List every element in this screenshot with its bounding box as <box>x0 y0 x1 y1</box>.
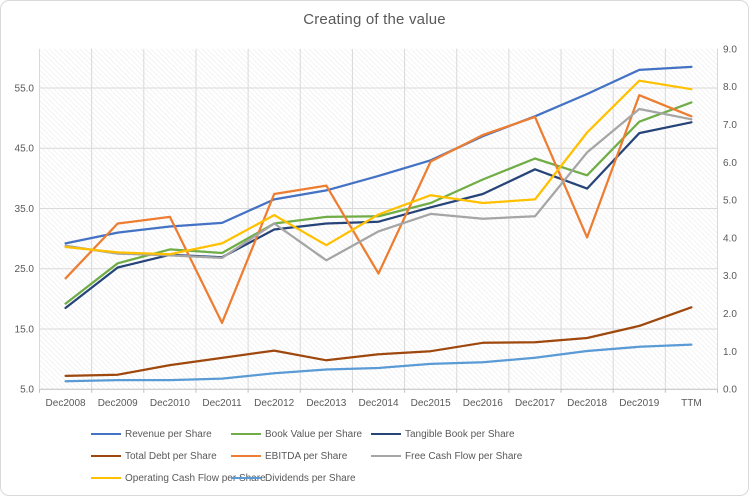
x-axis-category-label: Dec2011 <box>202 398 242 409</box>
x-axis-category-label: Dec2010 <box>150 398 190 409</box>
legend-item-book-value-per-share[interactable]: Book Value per Share <box>231 427 362 441</box>
legend-line-swatch <box>91 477 121 479</box>
x-axis-category-label: Dec2008 <box>46 398 86 409</box>
legend-item-label: Total Debt per Share <box>125 450 217 462</box>
series-line-total-debt-per-share[interactable] <box>64 306 693 378</box>
x-axis-category-label: TTM <box>681 398 702 409</box>
series-line-book-value-per-share[interactable] <box>64 101 693 305</box>
series-line-revenue-per-share[interactable] <box>64 65 693 245</box>
right-axis-tick-label: 2.0 <box>723 309 737 320</box>
x-axis-category-label: Dec2019 <box>619 398 659 409</box>
legend-line-swatch <box>371 455 401 457</box>
legend-item-total-debt-per-share[interactable]: Total Debt per Share <box>91 449 217 463</box>
x-axis-category-label: Dec2012 <box>254 398 294 409</box>
chart-title: Creating of the value <box>303 11 446 28</box>
legend-item-label: Dividends per Share <box>265 472 356 484</box>
right-axis-tick-label: 8.0 <box>723 82 737 93</box>
legend-item-label: Free Cash Flow per Share <box>405 450 523 462</box>
legend-item-operating-cash-flow-per-share[interactable]: Operating Cash Flow per Share <box>91 471 266 485</box>
right-axis-tick-label: 4.0 <box>723 233 737 244</box>
legend-item-label: EBITDA per Share <box>265 450 348 462</box>
legend-line-swatch <box>231 433 261 435</box>
x-axis-category-label: Dec2013 <box>306 398 346 409</box>
right-axis-tick-label: 6.0 <box>723 158 737 169</box>
legend-item-label: Revenue per Share <box>125 428 212 440</box>
legend-line-swatch <box>231 455 261 457</box>
left-axis-tick-label: 25.0 <box>15 264 35 275</box>
right-axis-tick-label: 5.0 <box>723 196 737 207</box>
left-axis-tick-label: 45.0 <box>15 144 35 155</box>
right-axis-tick-label: 7.0 <box>723 120 737 131</box>
left-axis-tick-label: 55.0 <box>15 83 35 94</box>
left-axis-tick-label: 5.0 <box>20 385 34 396</box>
legend-line-swatch <box>371 433 401 435</box>
legend-item-label: Tangible Book per Share <box>405 428 515 440</box>
series-line-operating-cash-flow-per-share[interactable] <box>64 79 693 256</box>
series-line-free-cash-flow-per-share[interactable] <box>64 107 693 262</box>
right-axis-tick-label: 3.0 <box>723 271 737 282</box>
legend-item-label: Book Value per Share <box>265 428 363 440</box>
x-axis-category-label: Dec2016 <box>463 398 503 409</box>
legend-line-swatch <box>91 455 121 457</box>
x-axis-category-label: Dec2017 <box>515 398 555 409</box>
legend-item-dividends-per-share[interactable]: Dividends per Share <box>231 471 356 485</box>
x-axis-category-label: Dec2018 <box>567 398 607 409</box>
legend-line-swatch <box>231 477 261 479</box>
left-axis-tick-label: 35.0 <box>15 204 35 215</box>
right-axis-tick-label: 0.0 <box>723 385 737 396</box>
legend-item-ebitda-per-share[interactable]: EBITDA per Share <box>231 449 347 463</box>
x-axis-category-label: Dec2014 <box>358 398 398 409</box>
right-axis-tick-label: 1.0 <box>723 347 737 358</box>
x-axis-category-label: Dec2009 <box>98 398 138 409</box>
legend-item-free-cash-flow-per-share[interactable]: Free Cash Flow per Share <box>371 449 522 463</box>
legend-item-tangible-book-per-share[interactable]: Tangible Book per Share <box>371 427 515 441</box>
legend-item-revenue-per-share[interactable]: Revenue per Share <box>91 427 212 441</box>
left-axis-tick-label: 15.0 <box>15 324 35 335</box>
legend-line-swatch <box>91 433 121 435</box>
series-line-ebitda-per-share[interactable] <box>64 94 693 325</box>
plot-area-hatch <box>39 48 718 390</box>
right-axis-tick-label: 9.0 <box>723 44 737 55</box>
x-axis-category-label: Dec2015 <box>411 398 451 409</box>
legend-item-label: Operating Cash Flow per Share <box>125 472 266 484</box>
series-line-dividends-per-share[interactable] <box>64 343 693 383</box>
